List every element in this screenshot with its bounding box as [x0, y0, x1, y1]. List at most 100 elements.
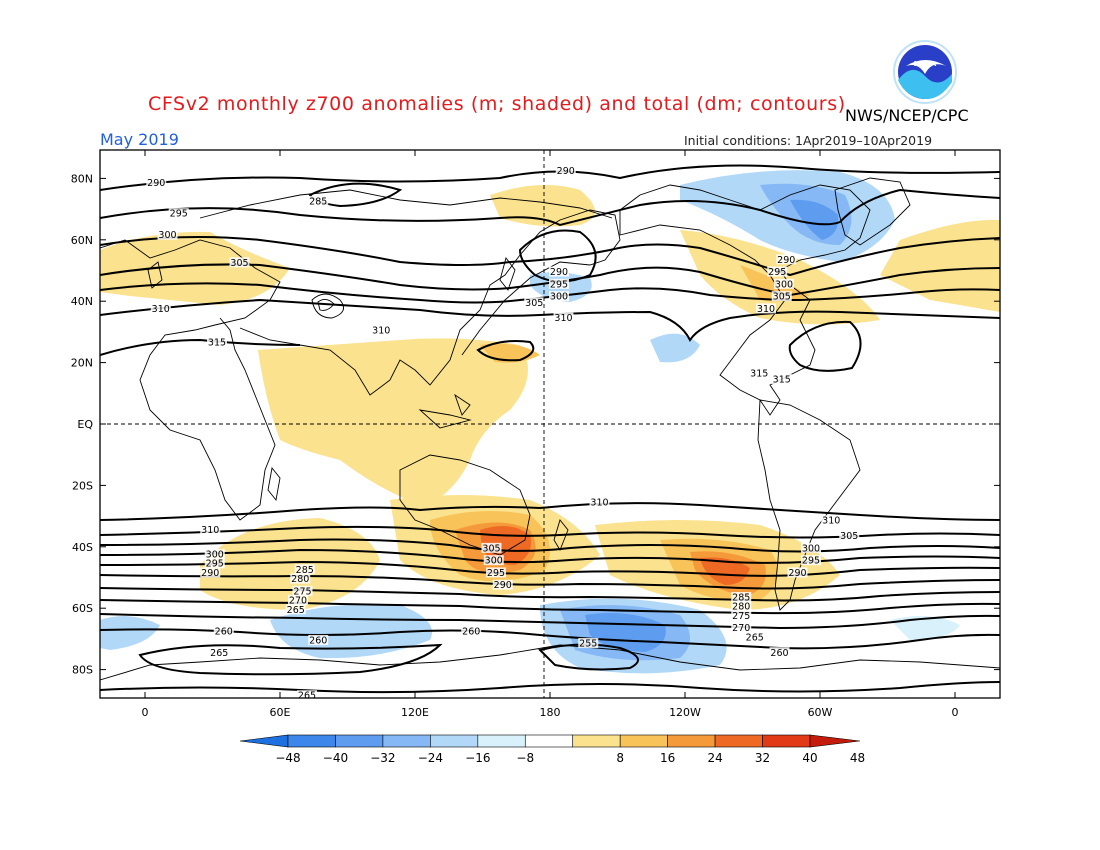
contour-label-bg: [483, 555, 504, 566]
contour-label: 285: [309, 196, 327, 207]
colorbar-tick-label: −32: [370, 751, 395, 765]
contour-label-bg: [168, 208, 189, 219]
lon-tick-label: 180: [540, 706, 561, 719]
contour-label-bg: [549, 291, 569, 302]
contour-label-bg: [285, 604, 306, 615]
lat-tick-label: 80S: [72, 664, 93, 677]
contour-label-bg: [492, 579, 513, 590]
colorbar-segment: [714, 734, 763, 748]
colorbar-tick-label: −24: [418, 751, 443, 765]
contour-label-bg: [371, 324, 392, 335]
contour-label-bg: [771, 374, 792, 385]
contour-label-bg: [549, 278, 569, 289]
contour-label-bg: [200, 524, 221, 535]
contour-label: 260: [770, 648, 788, 659]
lon-tick-label: 120E: [401, 706, 429, 719]
map-area: 2902852902953003053103153102902953003053…: [100, 150, 1000, 698]
contour-label-bg: [308, 634, 329, 645]
contour-label-bg: [297, 690, 317, 698]
contour-label: 300: [485, 556, 503, 567]
contour-label: 295: [487, 568, 505, 579]
colorbar-segment: [572, 734, 621, 748]
colorbar-arrow-low: [239, 734, 289, 748]
colorbar-segment: [762, 734, 811, 748]
contour-label: 280: [291, 574, 309, 585]
colorbar-segment: [477, 734, 526, 748]
contour-label: 305: [773, 292, 791, 303]
contour-label: 290: [788, 568, 806, 579]
contour-label-bg: [767, 266, 788, 277]
contour-label-bg: [756, 303, 776, 314]
noaa-logo-icon: NOAA: [893, 40, 957, 104]
contour-label-bg: [481, 542, 502, 553]
coast-south-america: [757, 399, 861, 611]
contour-label: 275: [732, 611, 750, 622]
contour-label: 290: [201, 568, 219, 579]
contour-label: 310: [554, 313, 572, 324]
colorbar: −48 −40 −32 −24 −16 −8 8 16 24 32 40 48: [239, 734, 865, 765]
contour-label: 315: [773, 375, 791, 386]
contour-label-bg: [589, 496, 610, 507]
contour-label-bg: [821, 515, 842, 526]
contour-label-bg: [549, 266, 569, 277]
contour-label: 290: [777, 255, 795, 266]
contour-label: 300: [550, 292, 568, 303]
coast-madagascar: [267, 466, 281, 502]
contour-label-bg: [290, 573, 311, 584]
contour-label: 265: [746, 632, 764, 643]
coast-indonesia: [418, 393, 472, 429]
colorbar-tick-label: 24: [707, 751, 722, 765]
colorbar-segment: [287, 734, 336, 748]
contour-label: 285: [296, 565, 314, 576]
contour-label: 310: [201, 525, 219, 536]
colorbar-tick-label: 8: [616, 751, 624, 765]
contour-label-bg: [744, 631, 765, 642]
lat-tick-label: EQ: [77, 418, 93, 431]
coast-asia: [239, 209, 621, 396]
coastlines: [100, 177, 1000, 681]
contour-label: 295: [802, 556, 820, 567]
contour-label-bg: [578, 638, 599, 649]
contour-label-bg: [294, 564, 315, 575]
coast-japan: [499, 256, 516, 291]
contour-label: 310: [372, 325, 390, 336]
contour-label: 280: [732, 602, 750, 613]
contour-label: 300: [206, 550, 224, 561]
contour-label-bg: [801, 542, 821, 553]
lat-tick-label: 60S: [72, 602, 93, 615]
colorbar-segment: [667, 734, 716, 748]
contour-label: 255: [579, 639, 597, 650]
contour-label: 275: [293, 586, 311, 597]
contour-label: 285: [732, 592, 750, 603]
contour-label: 305: [230, 258, 248, 269]
contour-label-bg: [204, 558, 225, 569]
forecast-month: May 2019: [100, 130, 179, 149]
contour-label-bg: [801, 555, 821, 566]
contour-label-bg: [731, 601, 752, 612]
contour-label-bg: [213, 625, 234, 636]
colorbar-segment: [382, 734, 431, 748]
coast-greenland: [834, 177, 911, 246]
colorbar-segment: [335, 734, 384, 748]
contour-label: 300: [158, 230, 176, 241]
colorbar-arrow-high: [809, 734, 861, 748]
contour-label: 270: [289, 596, 307, 607]
contour-label: 295: [206, 559, 224, 570]
colorbar-tick-label: 40: [802, 751, 817, 765]
contour-label-bg: [157, 229, 178, 240]
contour-label-bg: [207, 337, 227, 348]
colorbar-tick-label: 48: [850, 751, 865, 765]
longitude-axis: 0 60E 120E 180 120W 60W 0: [142, 150, 959, 719]
contour-label: 260: [462, 626, 480, 637]
coast-australia: [399, 454, 531, 556]
latitude-axis: 80N 60N 40N 20N EQ 20S 40S 60S 80S: [71, 172, 1000, 677]
contour-label: 290: [550, 267, 568, 278]
contour-label-bg: [731, 591, 752, 602]
height-contours: [100, 164, 1000, 694]
contour-label-bg: [776, 254, 797, 265]
contour-label: 265: [287, 605, 305, 616]
coast-north-america: [619, 184, 871, 416]
colorbar-tick-label: −8: [516, 751, 534, 765]
coast-arctic-eurasia: [199, 189, 613, 219]
